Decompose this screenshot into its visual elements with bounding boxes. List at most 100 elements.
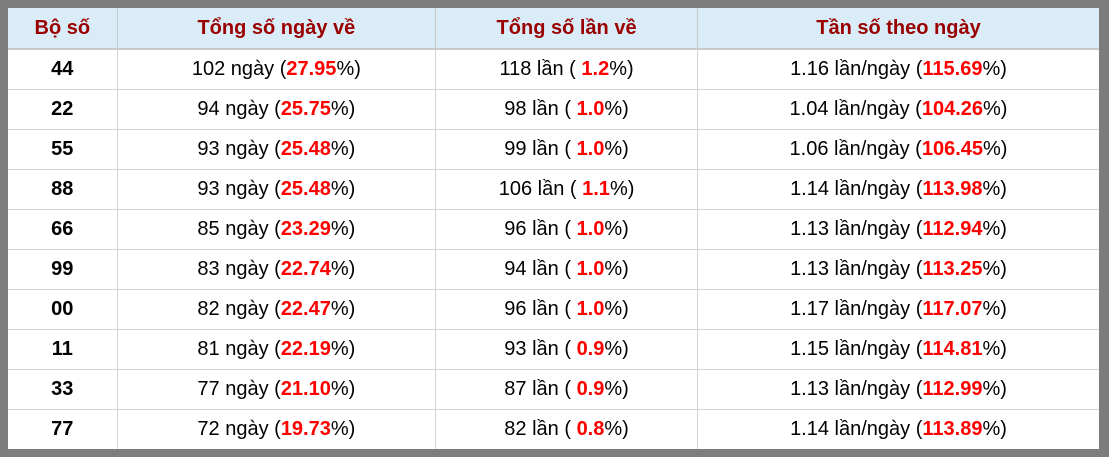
days-prefix: 93 ngày ( bbox=[197, 137, 281, 160]
days-prefix: 83 ngày ( bbox=[197, 257, 281, 280]
total-times-cell: 96 lần ( 1.0%) bbox=[435, 289, 698, 330]
freq-suffix: %) bbox=[983, 97, 1008, 120]
total-days-cell: 85 ngày (23.29%) bbox=[117, 209, 437, 250]
times-percent-value: 1.0 bbox=[576, 137, 605, 160]
frequency-cell: 1.14 lần/ngày (113.89%) bbox=[697, 409, 1099, 449]
freq-prefix: 1.17 lần/ngày ( bbox=[790, 297, 923, 320]
total-days-cell: 94 ngày (25.75%) bbox=[117, 89, 437, 130]
freq-percent-value: 115.69 bbox=[922, 57, 983, 80]
times-suffix: %) bbox=[609, 57, 634, 80]
pair-number: 88 bbox=[8, 169, 118, 210]
total-times-cell: 99 lần ( 1.0%) bbox=[435, 129, 698, 170]
days-prefix: 94 ngày ( bbox=[197, 97, 281, 120]
table-row: 11 81 ngày (22.19%) 93 lần ( 0.9%) 1.15 … bbox=[8, 329, 1099, 370]
frequency-cell: 1.16 lần/ngày (115.69%) bbox=[697, 49, 1099, 90]
times-percent-value: 0.8 bbox=[576, 417, 605, 440]
times-suffix: %) bbox=[604, 97, 629, 120]
frequency-cell: 1.06 lần/ngày (106.45%) bbox=[697, 129, 1099, 170]
table-row: 88 93 ngày (25.48%) 106 lần ( 1.1%) 1.14… bbox=[8, 169, 1099, 210]
total-times-cell: 98 lần ( 1.0%) bbox=[435, 89, 698, 130]
table-header: Bộ số Tổng số ngày về Tổng số lần về Tần… bbox=[8, 8, 1099, 50]
table-row: 55 93 ngày (25.48%) 99 lần ( 1.0%) 1.06 … bbox=[8, 129, 1099, 170]
freq-prefix: 1.14 lần/ngày ( bbox=[790, 417, 923, 440]
times-prefix: 99 lần ( bbox=[504, 137, 577, 160]
freq-suffix: %) bbox=[982, 337, 1007, 360]
days-prefix: 85 ngày ( bbox=[197, 217, 281, 240]
total-days-cell: 93 ngày (25.48%) bbox=[117, 129, 437, 170]
days-percent-value: 21.10 bbox=[280, 377, 331, 400]
freq-percent-value: 112.99 bbox=[922, 377, 983, 400]
days-suffix: %) bbox=[330, 177, 356, 200]
pair-number: 44 bbox=[8, 49, 118, 90]
times-percent-value: 1.0 bbox=[576, 257, 605, 280]
frequency-cell: 1.13 lần/ngày (113.25%) bbox=[697, 249, 1099, 290]
times-suffix: %) bbox=[604, 217, 629, 240]
days-prefix: 102 ngày ( bbox=[191, 57, 287, 80]
total-times-cell: 106 lần ( 1.1%) bbox=[435, 169, 698, 210]
freq-suffix: %) bbox=[982, 377, 1007, 400]
days-prefix: 81 ngày ( bbox=[197, 337, 281, 360]
freq-suffix: %) bbox=[982, 217, 1007, 240]
days-prefix: 77 ngày ( bbox=[197, 377, 281, 400]
days-percent-value: 19.73 bbox=[280, 417, 331, 440]
header-row: Bộ số Tổng số ngày về Tổng số lần về Tần… bbox=[8, 8, 1099, 50]
times-prefix: 106 lần ( bbox=[498, 177, 583, 200]
freq-prefix: 1.06 lần/ngày ( bbox=[789, 137, 922, 160]
days-percent-value: 22.74 bbox=[280, 257, 331, 280]
days-percent-value: 22.19 bbox=[280, 337, 331, 360]
freq-suffix: %) bbox=[983, 137, 1008, 160]
times-prefix: 93 lần ( bbox=[504, 337, 577, 360]
days-percent-value: 22.47 bbox=[280, 297, 331, 320]
total-times-cell: 82 lần ( 0.8%) bbox=[435, 409, 698, 449]
pair-number: 11 bbox=[8, 329, 118, 370]
freq-percent-value: 106.45 bbox=[921, 137, 984, 160]
times-percent-value: 1.0 bbox=[576, 297, 605, 320]
times-suffix: %) bbox=[604, 297, 629, 320]
times-suffix: %) bbox=[604, 137, 629, 160]
freq-prefix: 1.13 lần/ngày ( bbox=[790, 217, 923, 240]
table-row: 66 85 ngày (23.29%) 96 lần ( 1.0%) 1.13 … bbox=[8, 209, 1099, 250]
days-percent-value: 23.29 bbox=[280, 217, 331, 240]
table-row: 33 77 ngày (21.10%) 87 lần ( 0.9%) 1.13 … bbox=[8, 369, 1099, 410]
days-suffix: %) bbox=[330, 297, 356, 320]
times-prefix: 94 lần ( bbox=[504, 257, 577, 280]
table-row: 77 72 ngày (19.73%) 82 lần ( 0.8%) 1.14 … bbox=[8, 409, 1099, 449]
days-suffix: %) bbox=[330, 257, 356, 280]
days-suffix: %) bbox=[330, 137, 356, 160]
total-times-cell: 118 lần ( 1.2%) bbox=[435, 49, 698, 90]
pair-number: 33 bbox=[8, 369, 118, 410]
freq-suffix: %) bbox=[982, 177, 1007, 200]
times-prefix: 87 lần ( bbox=[504, 377, 577, 400]
days-percent-value: 25.75 bbox=[280, 97, 331, 120]
total-days-cell: 81 ngày (22.19%) bbox=[117, 329, 437, 370]
days-suffix: %) bbox=[336, 57, 361, 80]
times-prefix: 96 lần ( bbox=[504, 217, 577, 240]
freq-percent-value: 113.89 bbox=[922, 417, 983, 440]
times-prefix: 96 lần ( bbox=[504, 297, 577, 320]
days-percent-value: 27.95 bbox=[286, 57, 337, 80]
days-suffix: %) bbox=[330, 337, 356, 360]
freq-suffix: %) bbox=[982, 57, 1007, 80]
freq-prefix: 1.04 lần/ngày ( bbox=[789, 97, 922, 120]
freq-suffix: %) bbox=[982, 257, 1007, 280]
table-row: 22 94 ngày (25.75%) 98 lần ( 1.0%) 1.04 … bbox=[8, 89, 1099, 130]
freq-prefix: 1.14 lần/ngày ( bbox=[790, 177, 923, 200]
frequency-cell: 1.04 lần/ngày (104.26%) bbox=[697, 89, 1099, 130]
freq-suffix: %) bbox=[982, 417, 1007, 440]
table-body: 44 102 ngày (27.95%) 118 lần ( 1.2%) 1.1… bbox=[8, 49, 1099, 449]
column-header-frequency: Tần số theo ngày bbox=[697, 8, 1099, 50]
times-percent-value: 1.2 bbox=[581, 57, 610, 80]
freq-prefix: 1.16 lần/ngày ( bbox=[790, 57, 923, 80]
freq-percent-value: 114.81 bbox=[922, 337, 983, 360]
times-percent-value: 1.0 bbox=[576, 217, 605, 240]
days-percent-value: 25.48 bbox=[280, 137, 331, 160]
table-row: 99 83 ngày (22.74%) 94 lần ( 1.0%) 1.13 … bbox=[8, 249, 1099, 290]
total-days-cell: 83 ngày (22.74%) bbox=[117, 249, 437, 290]
frequency-cell: 1.17 lần/ngày (117.07%) bbox=[697, 289, 1099, 330]
freq-percent-value: 104.26 bbox=[921, 97, 984, 120]
freq-percent-value: 112.94 bbox=[922, 217, 983, 240]
freq-percent-value: 113.98 bbox=[922, 177, 983, 200]
lottery-stats-table: Bộ số Tổng số ngày về Tổng số lần về Tần… bbox=[8, 8, 1099, 449]
total-days-cell: 72 ngày (19.73%) bbox=[117, 409, 437, 449]
